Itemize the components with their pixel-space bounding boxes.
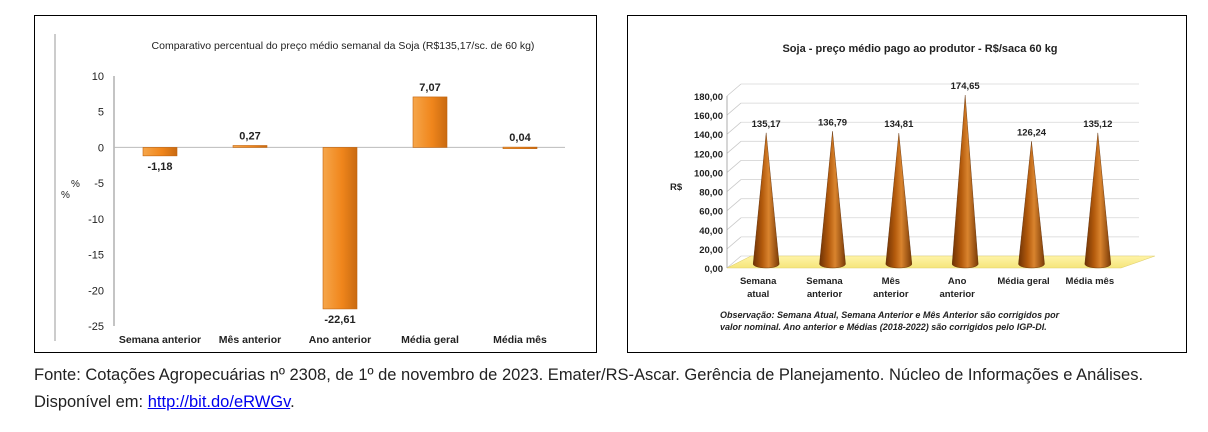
gridline-side (726, 217, 742, 231)
category-label: Ano anterior (309, 334, 371, 346)
category-label: Mês (882, 276, 900, 287)
data-label: 136,79 (818, 117, 847, 128)
y-axis-label-secondary: % (61, 190, 70, 201)
gridline-side (726, 83, 742, 97)
category-label: Semana anterior (119, 334, 201, 346)
data-label: 135,12 (1083, 119, 1112, 130)
y-axis-label: R$ (670, 182, 683, 193)
category-label: Média geral (401, 334, 459, 346)
left-chart-panel: Comparativo percentual do preço médio se… (34, 15, 597, 353)
y-tick-label: 100,00 (694, 168, 723, 179)
category-label: Média geral (997, 276, 1049, 287)
data-label: -22,61 (324, 314, 355, 326)
cone-bar (885, 133, 913, 269)
y-tick-label: 5 (98, 107, 104, 119)
bar (322, 147, 358, 310)
y-tick-label: 60,00 (699, 207, 723, 218)
caption-end: . (290, 393, 295, 411)
source-link[interactable]: http://bit.do/eRWGv (147, 393, 291, 411)
bar (412, 96, 448, 148)
chart-title: Soja - preço médio pago ao produtor - R$… (782, 43, 1057, 55)
category-label: Ano (948, 276, 967, 287)
cone-bar (951, 95, 979, 269)
observation-note: valor nominal. Ano anterior e Médias (20… (720, 322, 1047, 332)
gridline-side (726, 160, 742, 173)
source-caption: Fonte: Cotações Agropecuárias nº 2308, d… (34, 362, 1184, 416)
category-label: Média mês (1066, 276, 1115, 287)
cone-bar (1018, 141, 1045, 269)
data-label: 0,04 (509, 132, 531, 144)
cone-bar (752, 132, 780, 269)
chart-title: Comparativo percentual do preço médio se… (152, 40, 535, 52)
data-label: 0,27 (239, 131, 260, 143)
category-label: anterior (807, 289, 843, 300)
y-tick-label: -20 (88, 285, 104, 297)
gridline-side (726, 255, 742, 269)
y-tick-label: -5 (94, 178, 104, 190)
category-label: atual (747, 289, 769, 300)
category-label: Mês anterior (219, 334, 281, 346)
y-tick-label: 20,00 (699, 245, 723, 256)
y-tick-label: -15 (88, 250, 104, 262)
category-label: anterior (873, 289, 909, 300)
right-chart-panel: Soja - preço médio pago ao produtor - R$… (627, 15, 1187, 353)
data-label: 174,65 (951, 81, 981, 92)
gridline-side (726, 102, 742, 116)
y-axis-label: % (71, 179, 80, 190)
y-tick-label: 10 (92, 71, 104, 83)
price-cone-chart: Soja - preço médio pago ao produtor - R$… (670, 43, 1156, 332)
bar (502, 146, 538, 149)
data-label: 7,07 (419, 82, 440, 94)
category-label: anterior (939, 289, 975, 300)
bar (142, 147, 178, 157)
gridline-side (726, 179, 742, 192)
data-label: 126,24 (1017, 127, 1047, 138)
percent-comparison-chart: Comparativo percentual do preço médio se… (54, 34, 565, 346)
category-label: Média mês (493, 334, 547, 346)
category-label: Semana (740, 276, 777, 287)
category-label: Semana (806, 276, 843, 287)
gridline-side (726, 121, 742, 135)
bar (232, 145, 268, 148)
observation-note: Observação: Semana Atual, Semana Anterio… (720, 310, 1060, 320)
y-tick-label: 0,00 (705, 264, 724, 275)
y-tick-label: 80,00 (699, 188, 723, 199)
y-tick-label: 0 (98, 142, 104, 154)
y-tick-label: -25 (88, 321, 104, 333)
y-tick-label: 120,00 (694, 149, 723, 160)
y-tick-label: 160,00 (694, 111, 723, 122)
y-tick-label: 180,00 (694, 92, 723, 103)
cone-bar (1084, 132, 1112, 269)
data-label: 135,17 (752, 119, 781, 130)
gridline-side (726, 236, 742, 250)
y-tick-label: -10 (88, 214, 104, 226)
caption-text: Fonte: Cotações Agropecuárias nº 2308, d… (34, 366, 1144, 411)
gridline-side (726, 198, 742, 211)
data-label: 134,81 (884, 119, 914, 130)
cone-bar (819, 131, 846, 269)
y-tick-label: 40,00 (699, 226, 723, 237)
data-label: -1,18 (147, 161, 172, 173)
gridline-side (726, 141, 742, 154)
y-tick-label: 140,00 (694, 130, 723, 141)
